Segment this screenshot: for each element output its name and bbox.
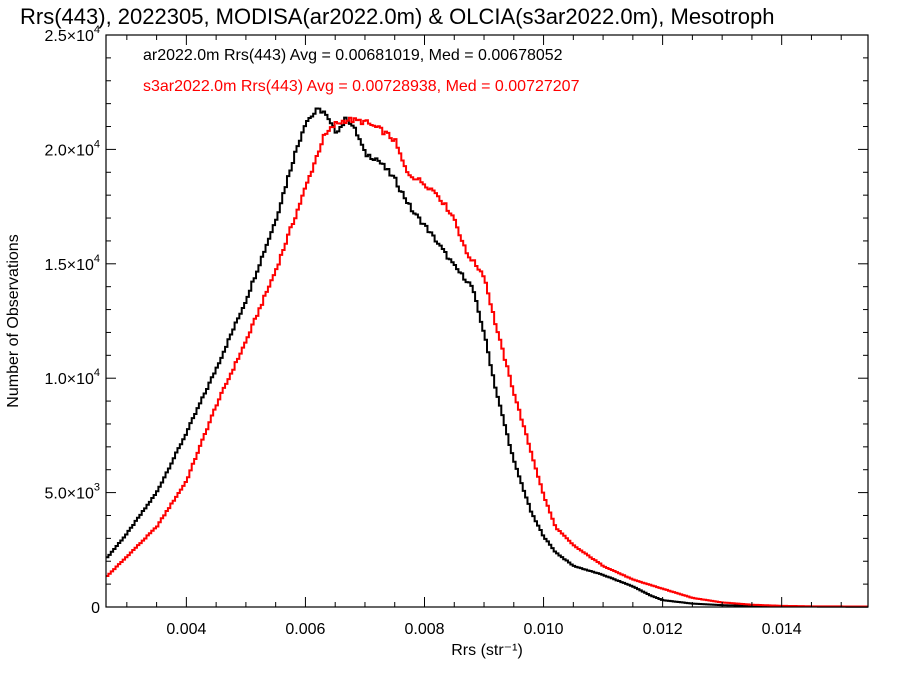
chart-title: Rrs(443), 2022305, MODISA(ar2022.0m) & O… [20,4,774,29]
annotation-black: ar2022.0m Rrs(443) Avg = 0.00681019, Med… [143,47,563,64]
x-tick-label: 0.010 [524,621,564,638]
series-line-1 [106,107,868,608]
y-tick-label: 2.0×104 [44,138,100,159]
x-tick-label: 0.006 [285,621,325,638]
x-tick-label: 0.004 [166,621,206,638]
plot-frame [105,34,869,608]
x-axis-label: Rrs (str⁻¹) [451,642,523,659]
annotation-red: s3ar2022.0m Rrs(443) Avg = 0.00728938, M… [143,78,580,95]
y-tick-label: 2.5×104 [44,24,100,45]
x-tick-label: 0.008 [404,621,444,638]
x-tick-label: 0.014 [762,621,802,638]
y-axis-label: Number of Observations [5,234,22,407]
y-tick-label: 1.5×104 [44,253,100,274]
x-tick-label: 0.012 [643,621,683,638]
y-tick-label: 5.0×103 [44,482,100,503]
y-tick-label: 1.0×104 [44,367,100,388]
y-tick-label: 0 [91,600,100,617]
series-line-2 [106,116,868,608]
